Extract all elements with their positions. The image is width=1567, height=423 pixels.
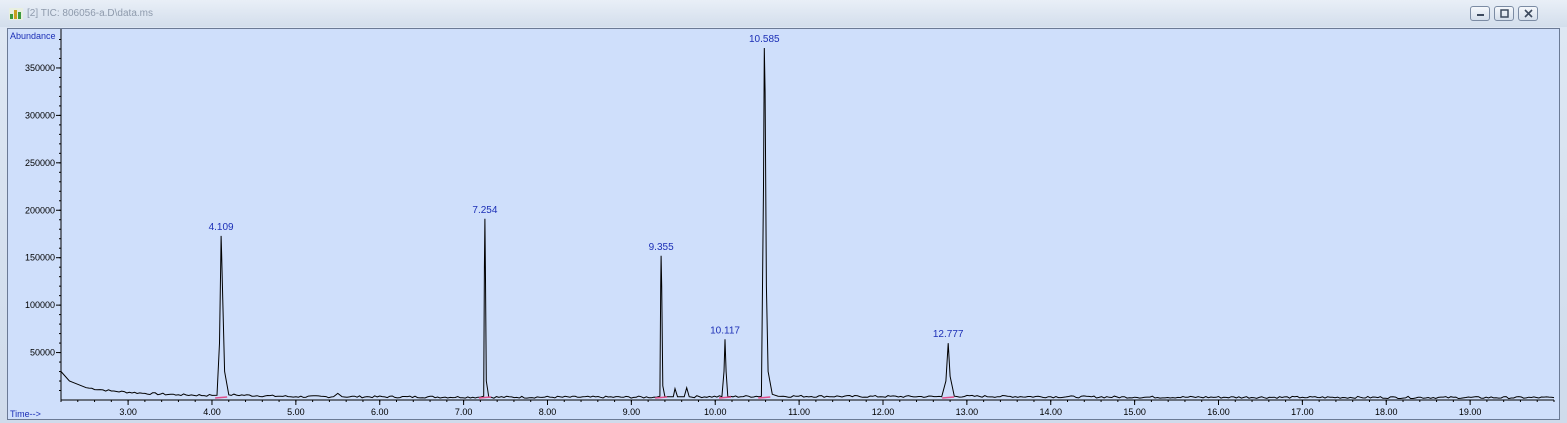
x-tick-label: 6.00 [371, 407, 389, 417]
restore-icon [1500, 9, 1509, 18]
y-tick-label: 200000 [25, 205, 55, 215]
x-tick-label: 16.00 [1207, 407, 1230, 417]
y-tick-label: 50000 [30, 348, 55, 358]
title-bar[interactable]: [2] TIC: 806056-a.D\data.ms [0, 0, 1567, 27]
minimize-button[interactable] [1470, 6, 1490, 21]
peak-label: 10.117 [710, 325, 740, 336]
x-tick-label: 9.00 [623, 407, 641, 417]
y-tick-label: 150000 [25, 253, 55, 263]
minimize-icon [1477, 14, 1484, 16]
x-tick-label: 11.00 [788, 407, 810, 417]
y-tick-label: 250000 [25, 158, 55, 168]
chromatogram-trace [60, 47, 1555, 400]
x-tick-label: 14.00 [1039, 407, 1062, 417]
x-tick-label: 18.00 [1375, 407, 1398, 417]
integration-mark [758, 396, 771, 399]
x-tick-label: 10.00 [704, 407, 727, 417]
x-axis-label: Time--> [10, 409, 41, 419]
peak-label: 9.355 [649, 242, 674, 253]
chromatogram-plot[interactable]: Abundance Time--> 50000 100000 150000 20000… [7, 28, 1560, 420]
y-axis-label: Abundance [10, 31, 56, 41]
y-tick-label: 100000 [25, 300, 55, 310]
window-title: [2] TIC: 806056-a.D\data.ms [27, 8, 153, 19]
integration-mark [655, 396, 668, 399]
peak-label: 7.254 [472, 205, 497, 216]
chromatogram-app-icon [9, 8, 23, 20]
peak-label: 4.109 [209, 222, 234, 233]
peak-label: 12.777 [933, 329, 964, 340]
x-tick-label: 4.00 [203, 407, 221, 417]
x-tick-label: 7.00 [455, 407, 473, 417]
restore-button[interactable] [1494, 6, 1514, 21]
x-tick-label: 15.00 [1123, 407, 1146, 417]
x-tick-label: 5.00 [287, 407, 305, 417]
integration-mark [478, 396, 491, 399]
peak-label: 10.585 [749, 34, 780, 45]
x-tick-label: 8.00 [539, 407, 557, 417]
x-tick-label: 19.00 [1459, 407, 1482, 417]
y-tick-label: 300000 [25, 110, 55, 120]
x-tick-label: 3.00 [119, 407, 137, 417]
x-tick-label: 13.00 [956, 407, 979, 417]
integration-mark [942, 396, 955, 399]
close-button[interactable] [1518, 6, 1538, 21]
chromatogram-chart: Abundance Time--> 50000 100000 150000 20000… [10, 29, 1555, 419]
close-icon [1524, 9, 1533, 18]
x-tick-label: 12.00 [872, 407, 895, 417]
y-tick-label: 350000 [25, 63, 55, 73]
x-tick-label: 17.00 [1291, 407, 1314, 417]
integration-mark [718, 396, 732, 399]
integration-mark [215, 396, 228, 399]
